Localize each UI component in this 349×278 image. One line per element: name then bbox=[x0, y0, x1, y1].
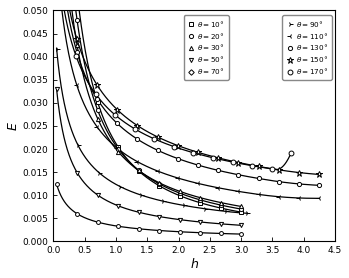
Legend: $\theta = 90°$, $\theta = 110°$, $\theta = 130°$, $\theta = 150°$, $\theta = 170: $\theta = 90°$, $\theta = 110°$, $\theta… bbox=[282, 15, 332, 80]
Y-axis label: E: E bbox=[7, 122, 20, 130]
X-axis label: h: h bbox=[190, 258, 198, 271]
